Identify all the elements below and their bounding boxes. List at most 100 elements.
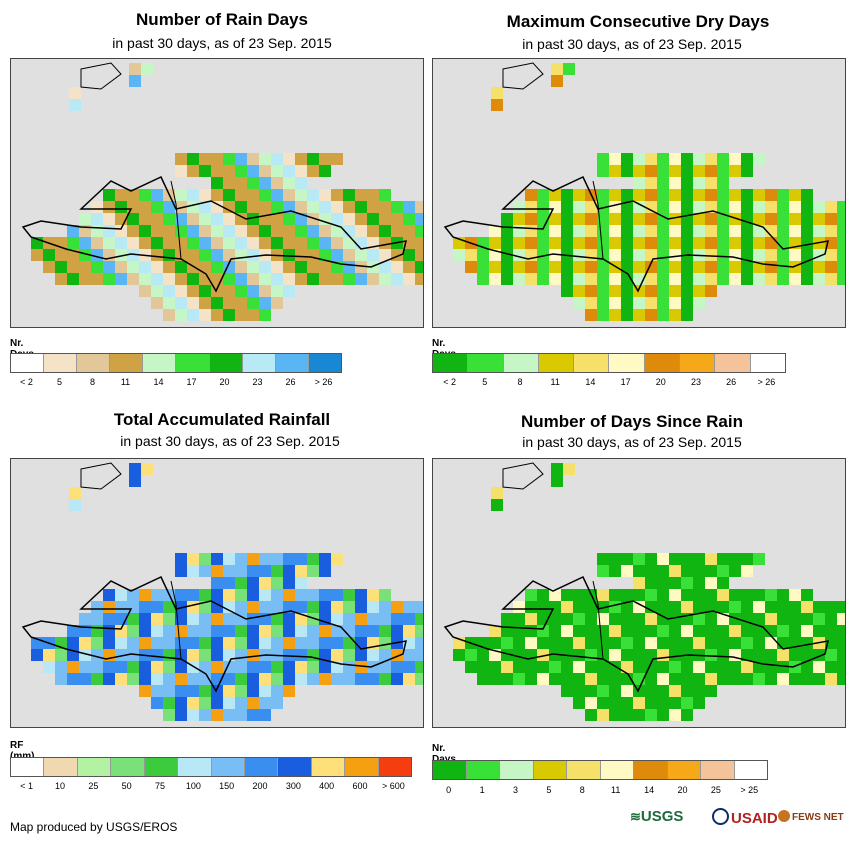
legend-label: 10 [54,781,66,791]
map-cell [319,213,331,225]
map-cell [367,273,379,285]
map-cell [211,565,223,577]
map-cell [681,261,693,273]
map-cell [391,625,403,637]
map-cell [813,213,825,225]
map-cell [391,673,403,685]
map-cell [235,201,247,213]
map-cell [513,625,525,637]
map-cell [69,499,81,511]
map-cell [657,697,669,709]
map-cell [573,673,585,685]
map-cell [645,625,657,637]
map-cell [115,273,127,285]
legend-swatch [278,758,312,776]
map-cell [537,589,549,601]
map-cell [415,625,423,637]
map-cell [585,237,597,249]
map-cell [211,177,223,189]
legend-swatch [176,354,210,372]
map-cell [415,613,423,625]
map-cell [295,225,307,237]
map-cell [367,189,379,201]
map-cell [705,661,717,673]
map-cell [235,213,247,225]
map-cell [163,649,175,661]
legend-label: 5 [56,377,63,387]
legend-label: 100 [185,781,201,791]
map-cell [645,177,657,189]
map-cell [129,63,141,75]
map-cell [403,201,415,213]
map-cell [247,201,259,213]
border-line [592,180,604,260]
map-cell [645,553,657,565]
map-cell [163,225,175,237]
map-cell [403,649,415,661]
map-cell [549,201,561,213]
map-cell [91,225,103,237]
map-cell [765,213,777,225]
map-cell [259,601,271,613]
map-cell [163,285,175,297]
map-cell [633,237,645,249]
map-cell [175,189,187,201]
legend-label: 1 [479,785,485,795]
map-cell [319,165,331,177]
map-cell [151,697,163,709]
map-cell [753,625,765,637]
map-cell [657,201,669,213]
map-cell [355,649,367,661]
map-cell [187,673,199,685]
map-cell [295,249,307,261]
map-cell [331,613,343,625]
border-line [170,180,182,260]
map-cell [741,613,753,625]
map-cell [247,697,259,709]
map-cell [259,673,271,685]
map-cell [141,463,153,475]
map-cell [199,565,211,577]
map-cell [717,589,729,601]
map-cell [681,153,693,165]
legend-swatch [466,761,500,779]
map-cell [693,261,705,273]
map-cell [753,673,765,685]
map-cell [199,589,211,601]
map-cell [765,225,777,237]
map-cell [283,177,295,189]
legend-swatch [468,354,504,372]
map-cell [501,213,513,225]
map-cell [633,637,645,649]
map-cell [837,225,845,237]
map-cell [573,213,585,225]
map-cell [235,165,247,177]
map-cell [295,213,307,225]
map-cell [669,249,681,261]
map-cell [621,165,633,177]
map-cell [367,213,379,225]
map-cell [513,213,525,225]
map-cell [657,189,669,201]
map-cell [609,165,621,177]
map-canvas [443,462,845,721]
map-cell [513,637,525,649]
map-cell [657,153,669,165]
map-cell [259,685,271,697]
map-cell [693,153,705,165]
map-cell [379,249,391,261]
map-cell [573,249,585,261]
map-cell [681,237,693,249]
legend-label: 5 [482,377,488,387]
map-cell [355,225,367,237]
map-cell [187,297,199,309]
map-cell [223,297,235,309]
legend-swatch [734,761,767,779]
map-cell [753,613,765,625]
map-cell [103,673,115,685]
map-cell [453,249,465,261]
map-cell [705,285,717,297]
map-cell [91,273,103,285]
map-cell [79,673,91,685]
map-cell [331,637,343,649]
